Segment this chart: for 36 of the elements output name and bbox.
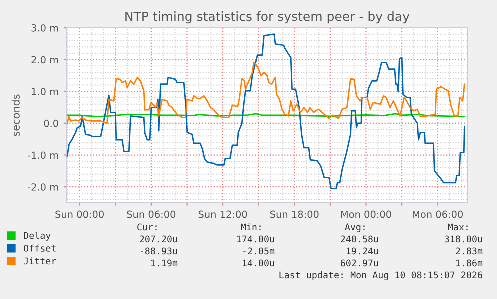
text: 174.00u xyxy=(237,236,274,243)
text: Max: xyxy=(448,224,468,231)
legend-label: Delay xyxy=(24,232,51,241)
text: 14.00u xyxy=(242,260,274,267)
legend-label: Offset xyxy=(24,244,56,252)
text: Avg: xyxy=(345,224,365,232)
x-tick-label: Sun 18:00 xyxy=(270,210,319,218)
text: 318.00u xyxy=(444,236,482,243)
y-tick-label: 1.0 m xyxy=(32,88,58,96)
line-series xyxy=(66,34,466,190)
y-axis-title: seconds xyxy=(12,94,20,136)
text: 1.86m xyxy=(456,260,483,267)
text: Last update: Mon Aug 10 08:15:07 2026 xyxy=(280,272,482,280)
text: 602.97u xyxy=(340,260,378,267)
text: 240.58u xyxy=(341,236,378,243)
x-tick-label: Mon 06:00 xyxy=(413,210,464,218)
text: 2.83m xyxy=(456,248,483,255)
legend-label: Jitter xyxy=(24,258,56,265)
x-tick-label: Sun 00:00 xyxy=(56,210,104,218)
text: Cur: xyxy=(138,224,157,231)
y-tick-label: 0.0 xyxy=(44,120,58,128)
text: 19.24u xyxy=(346,248,378,255)
y-tick-label: 3.0 m xyxy=(32,24,58,32)
text: -2.05m xyxy=(243,248,275,255)
x-tick-label: Mon 00:00 xyxy=(341,210,392,218)
x-tick-label: Sun 06:00 xyxy=(127,210,176,218)
text: 207.20u xyxy=(140,236,178,243)
text: -88.93u xyxy=(140,248,178,255)
text: 1.19m xyxy=(152,260,178,267)
line-series xyxy=(66,62,466,124)
x-tick-label: Sun 12:00 xyxy=(198,210,248,218)
y-tick-label: -2.0 m xyxy=(28,184,58,191)
text: Min: xyxy=(241,224,261,231)
y-tick-label: 2.0 m xyxy=(32,56,58,64)
chart-title: NTP timing statistics for system peer - by day xyxy=(126,12,410,24)
y-tick-label: -1.0 m xyxy=(28,152,58,160)
